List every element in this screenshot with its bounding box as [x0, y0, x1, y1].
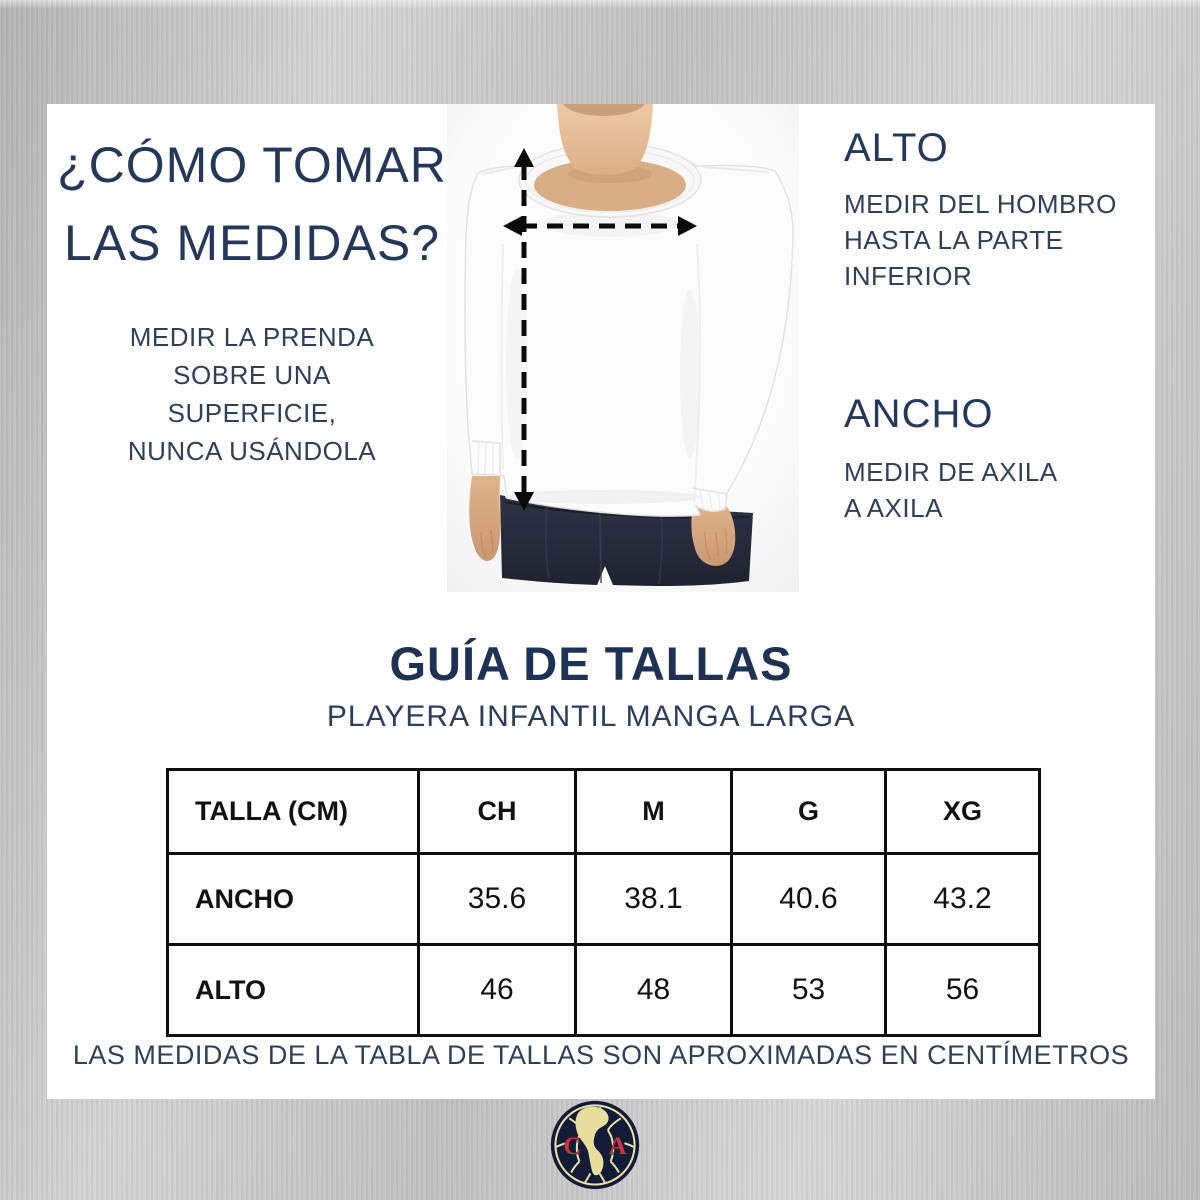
alto-heading: ALTO — [844, 126, 949, 170]
table-header-cell: CH — [417, 768, 577, 855]
table-header-cell: G — [730, 768, 887, 855]
americas-continent — [575, 1106, 609, 1176]
size-table: TALLA (CM) CH M G XG ANCHO 35.6 38.1 40.… — [166, 768, 1041, 1037]
table-cell: 43.2 — [884, 852, 1041, 946]
crest-letter-c: C — [563, 1133, 581, 1160]
table-row-label: ANCHO — [166, 852, 420, 946]
club-america-logo: C A — [550, 1100, 640, 1190]
table-header-cell: M — [574, 768, 733, 855]
alto-desc-line: INFERIOR — [844, 261, 973, 291]
table-cell: 38.1 — [574, 852, 733, 946]
alto-description: MEDIR DEL HOMBRO HASTA LA PARTE INFERIOR — [844, 186, 1117, 294]
ancho-measure-arrow — [503, 216, 697, 236]
table-cell: 53 — [730, 943, 887, 1037]
shirt-photo — [447, 104, 799, 592]
table-cell: 46 — [417, 943, 577, 1037]
howto-description: MEDIR LA PRENDA SOBRE UNA SUPERFICIE, NU… — [47, 318, 457, 470]
collar-and-neck — [518, 104, 702, 218]
left-cuff — [471, 440, 501, 475]
table-cell: 35.6 — [417, 852, 577, 946]
alto-desc-line: MEDIR DEL HOMBRO — [844, 189, 1117, 219]
crest-circle — [550, 1100, 640, 1190]
howto-desc-line: SUPERFICIE, — [167, 398, 337, 428]
ancho-heading: ANCHO — [844, 392, 994, 436]
neck — [557, 104, 653, 175]
table-row-label: ALTO — [166, 943, 420, 1037]
size-guide-subtitle: PLAYERA INFANTIL MANGA LARGA — [326, 700, 856, 733]
alto-measure-arrow — [514, 148, 534, 511]
table-row-ancho: ANCHO 35.6 38.1 40.6 43.2 — [166, 852, 1041, 946]
chin-shadow — [563, 104, 645, 116]
table-cell: 40.6 — [730, 852, 887, 946]
howto-title-line1: ¿CÓMO TOMAR — [57, 137, 447, 193]
table-header-cell: XG — [884, 768, 1041, 855]
table-header-row: TALLA (CM) CH M G XG — [166, 768, 1041, 855]
ancho-description: MEDIR DE AXILA A AXILA — [844, 454, 1058, 526]
crest-letter-a: A — [609, 1133, 627, 1160]
right-cuff — [691, 487, 728, 511]
howto-desc-line: MEDIR LA PRENDA — [129, 322, 375, 352]
table-cell: 48 — [574, 943, 733, 1037]
howto-title: ¿CÓMO TOMAR LAS MEDIDAS? — [47, 126, 457, 282]
size-guide-title: GUÍA DE TALLAS — [389, 637, 793, 690]
howto-desc-line: NUNCA USÁNDOLA — [127, 436, 377, 466]
ancho-desc-line: A AXILA — [844, 493, 943, 523]
ancho-desc-line: MEDIR DE AXILA — [844, 457, 1058, 487]
howto-desc-line: SOBRE UNA — [173, 360, 331, 390]
size-note: LAS MEDIDAS DE LA TABLA DE TALLAS SON AP… — [72, 1040, 1130, 1070]
content-card: ¿CÓMO TOMAR LAS MEDIDAS? MEDIR LA PRENDA… — [47, 104, 1155, 1099]
left-hand — [469, 476, 501, 561]
howto-title-line2: LAS MEDIDAS? — [63, 215, 440, 271]
right-hand — [691, 504, 736, 566]
table-row-alto: ALTO 46 48 53 56 — [166, 943, 1041, 1037]
table-header-cell: TALLA (CM) — [166, 768, 420, 855]
table-cell: 56 — [884, 943, 1041, 1037]
alto-desc-line: HASTA LA PARTE — [844, 225, 1064, 255]
